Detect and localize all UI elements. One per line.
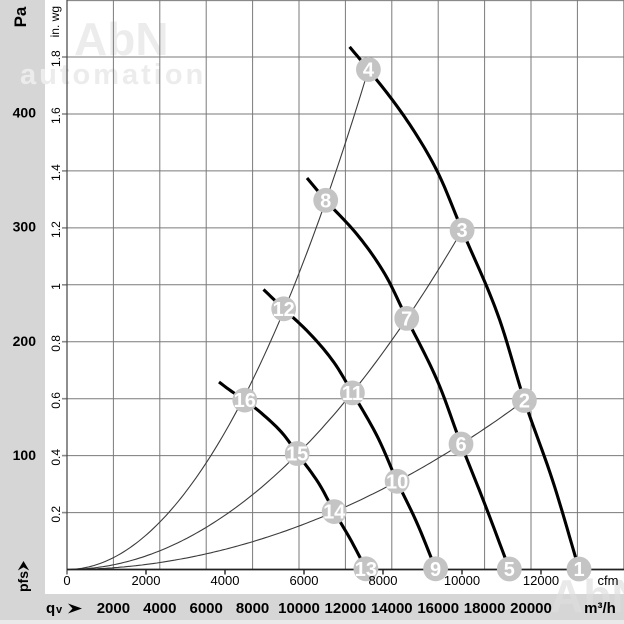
svg-text:6000: 6000 bbox=[290, 573, 319, 588]
svg-text:11: 11 bbox=[342, 383, 363, 405]
svg-text:12000: 12000 bbox=[325, 600, 367, 617]
svg-text:1.4: 1.4 bbox=[49, 164, 63, 181]
svg-text:1.8: 1.8 bbox=[49, 50, 63, 67]
svg-text:100: 100 bbox=[13, 447, 37, 463]
svg-text:15: 15 bbox=[286, 444, 308, 466]
svg-text:10000: 10000 bbox=[278, 600, 320, 617]
svg-text:16: 16 bbox=[234, 390, 256, 412]
svg-text:0.4: 0.4 bbox=[49, 449, 63, 466]
svg-text:m³/h: m³/h bbox=[584, 600, 616, 617]
svg-text:2000: 2000 bbox=[97, 600, 130, 617]
svg-text:300: 300 bbox=[13, 219, 37, 235]
svg-text:1.6: 1.6 bbox=[49, 107, 63, 124]
svg-text:1: 1 bbox=[49, 283, 63, 290]
svg-text:4: 4 bbox=[363, 60, 375, 82]
svg-text:6000: 6000 bbox=[190, 600, 223, 617]
svg-text:16000: 16000 bbox=[417, 600, 459, 617]
svg-text:12: 12 bbox=[273, 299, 295, 321]
svg-text:8000: 8000 bbox=[369, 573, 398, 588]
svg-text:3: 3 bbox=[457, 220, 468, 242]
svg-text:4000: 4000 bbox=[143, 600, 176, 617]
svg-text:7: 7 bbox=[401, 308, 412, 330]
svg-text:in. wg: in. wg bbox=[48, 6, 62, 37]
svg-text:automation: automation bbox=[20, 59, 206, 91]
svg-text:AbN: AbN bbox=[74, 13, 169, 65]
svg-text:14000: 14000 bbox=[371, 600, 413, 617]
svg-text:AbN: AbN bbox=[550, 570, 624, 622]
svg-text:4000: 4000 bbox=[211, 573, 240, 588]
svg-text:12000: 12000 bbox=[523, 573, 559, 588]
svg-text:0.8: 0.8 bbox=[49, 335, 63, 352]
svg-text:8000: 8000 bbox=[236, 600, 269, 617]
svg-text:8: 8 bbox=[320, 190, 331, 212]
svg-text:1.2: 1.2 bbox=[49, 221, 63, 238]
svg-text:2000: 2000 bbox=[132, 573, 161, 588]
svg-text:pfs: pfs bbox=[15, 571, 31, 592]
svg-text:9: 9 bbox=[430, 559, 441, 581]
svg-text:200: 200 bbox=[13, 333, 37, 349]
svg-text:0: 0 bbox=[63, 573, 70, 588]
svg-text:6: 6 bbox=[455, 434, 466, 456]
svg-text:1: 1 bbox=[573, 559, 584, 581]
svg-text:Pa: Pa bbox=[11, 6, 30, 27]
svg-text:10: 10 bbox=[386, 471, 408, 493]
svg-text:0.6: 0.6 bbox=[49, 392, 63, 409]
svg-text:2: 2 bbox=[519, 391, 530, 413]
svg-text:v: v bbox=[56, 604, 63, 616]
svg-text:5: 5 bbox=[504, 559, 515, 581]
svg-text:10000: 10000 bbox=[444, 573, 480, 588]
svg-text:q: q bbox=[46, 600, 55, 617]
svg-text:0.2: 0.2 bbox=[49, 506, 63, 523]
svg-text:cfm: cfm bbox=[598, 573, 619, 588]
svg-text:400: 400 bbox=[13, 104, 37, 120]
svg-text:13: 13 bbox=[355, 559, 377, 581]
svg-text:20000: 20000 bbox=[510, 600, 552, 617]
svg-text:14: 14 bbox=[323, 502, 346, 524]
svg-text:18000: 18000 bbox=[464, 600, 506, 617]
